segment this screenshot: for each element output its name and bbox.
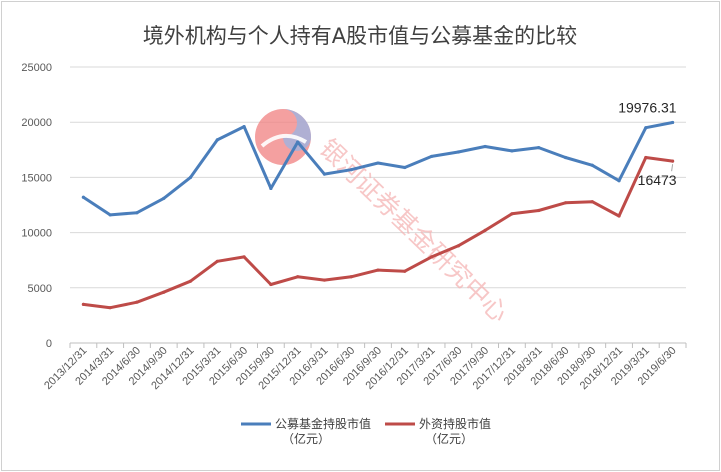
data-point-0 [537,145,541,150]
data-point-0 [617,179,621,183]
data-point-0 [429,154,434,159]
data-point-0 [81,195,85,199]
x-axis-tick-labels: 2013/12/312014/3/312014/6/302014/9/30201… [42,345,679,392]
data-point-0 [108,213,112,217]
data-point-1 [563,201,568,205]
chart-title: 境外机构与个人持有A股市值与公募基金的比较 [143,24,577,48]
data-point-0 [135,211,139,215]
data-point-1 [590,200,594,204]
data-point-0 [269,186,273,191]
data-point-0 [322,172,327,176]
galaxy-securities-logo-icon [255,109,311,165]
y-tick-label: 10000 [21,228,52,240]
watermark: 银河证券基金研究中心 [255,109,514,328]
data-point-1 [376,268,380,272]
data-point-0 [483,144,487,149]
y-tick-label: 25000 [21,62,52,74]
data-point-1 [215,259,219,263]
data-point-1 [644,155,648,160]
legend-label-foreign: 外资持股市值 [419,416,491,431]
data-point-1 [269,282,273,287]
data-point-0 [456,150,460,154]
data-point-0 [242,125,246,129]
data-point-1 [296,275,300,279]
data-label: 16473 [638,172,677,188]
data-annotations: 19976.31 16473 [618,99,677,188]
data-label-leader [671,164,674,172]
legend-unit-foreign: （亿元） [425,431,473,446]
data-point-1 [322,278,327,282]
data-point-1 [135,300,139,304]
data-point-1 [510,212,514,216]
data-point-0 [376,161,380,165]
data-point-0 [671,120,675,125]
data-point-0 [162,196,166,200]
data-point-1 [617,214,621,218]
legend: 公募基金持股市值 （亿元） 外资持股市值 （亿元） [241,416,491,446]
data-point-0 [563,155,568,160]
data-point-1 [456,244,460,248]
y-tick-label: 0 [46,338,52,350]
data-point-1 [403,269,407,273]
series-lines [81,120,675,310]
data-point-0 [188,175,193,179]
legend-item-foreign: 外资持股市值 （亿元） [385,416,491,446]
data-point-0 [215,138,219,142]
data-point-0 [403,165,407,170]
data-point-1 [429,255,434,259]
y-axis-tick-labels: 0 5000 10000 15000 20000 25000 [21,62,52,350]
data-point-1 [349,275,353,279]
legend-unit-fund: （亿元） [282,431,330,446]
data-point-1 [483,228,487,232]
data-point-1 [81,302,85,306]
y-tick-label: 15000 [21,172,52,184]
legend-item-fund: 公募基金持股市值 （亿元） [241,416,371,446]
data-point-0 [590,163,594,167]
data-point-1 [162,290,166,294]
data-label: 19976.31 [618,99,677,115]
data-point-1 [537,208,541,213]
data-point-1 [242,255,246,259]
data-point-0 [644,126,648,130]
data-point-1 [188,279,193,283]
y-tick-label: 20000 [21,117,52,129]
data-point-0 [349,168,353,172]
data-point-1 [671,159,675,163]
legend-label-fund: 公募基金持股市值 [275,416,371,431]
data-point-0 [296,140,300,144]
y-tick-label: 5000 [28,283,52,295]
data-point-1 [108,306,112,310]
data-point-0 [510,149,514,153]
